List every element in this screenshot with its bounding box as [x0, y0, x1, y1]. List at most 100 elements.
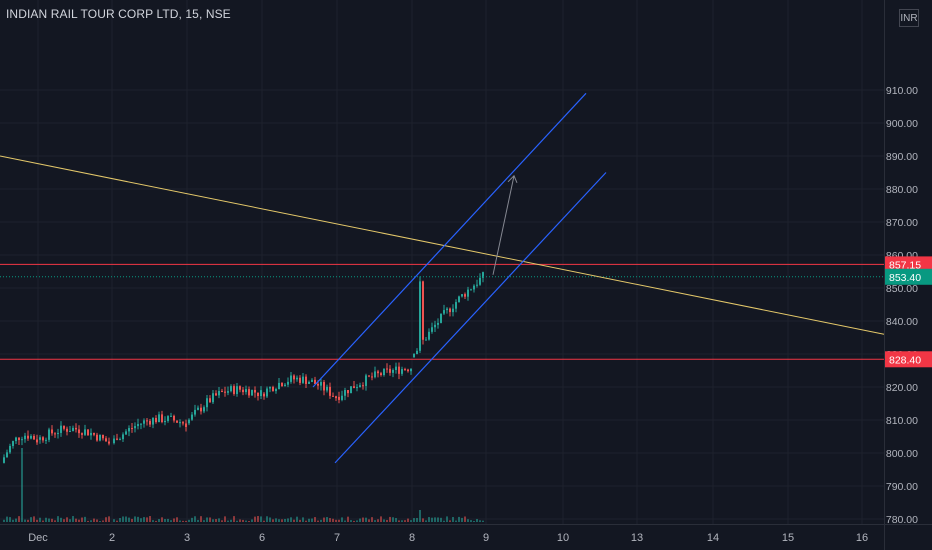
volume-bar: [362, 517, 364, 522]
candle-down: [335, 396, 337, 399]
channel-lower-line: [334, 172, 607, 464]
volume-bar: [75, 518, 77, 522]
candle-up: [275, 389, 277, 392]
volume-bar: [134, 516, 136, 522]
volume-bar: [251, 519, 253, 522]
volume-bar: [36, 519, 38, 522]
candle-up: [302, 376, 304, 383]
candle-up: [90, 432, 92, 436]
projection-arrow-line: [492, 175, 515, 275]
currency-label[interactable]: INR: [899, 9, 919, 27]
price-candles: [3, 271, 484, 464]
volume-bar: [99, 520, 101, 522]
volume-bar: [284, 518, 286, 522]
volume-bar: [54, 520, 56, 522]
volume-bar: [161, 517, 163, 522]
volume-bar: [191, 517, 193, 522]
volume-bar: [45, 517, 47, 522]
candle-up: [39, 437, 41, 440]
candle-down: [329, 386, 331, 396]
volume-bar: [428, 517, 430, 522]
candle-up: [356, 387, 358, 389]
candle-up: [158, 414, 160, 423]
channel-upper-line: [312, 92, 587, 388]
volume-bar: [449, 520, 451, 522]
price-tag: [885, 351, 932, 368]
y-tick-label: 800.00: [886, 448, 918, 460]
volume-bar: [287, 518, 289, 522]
volume-bar: [51, 518, 53, 522]
y-tick-label: 900.00: [886, 118, 918, 130]
candle-up: [473, 285, 475, 290]
volume-bar: [113, 519, 115, 522]
candle-up: [482, 272, 484, 278]
candle-up: [290, 375, 292, 382]
candle-up: [179, 422, 181, 424]
candle-down: [75, 427, 77, 430]
candle-down: [54, 433, 56, 435]
volume-bar: [215, 519, 217, 522]
y-tick-label: 820.00: [886, 382, 918, 394]
candle-up: [260, 390, 262, 397]
volume-bar: [254, 516, 256, 522]
volume-bar: [461, 517, 463, 522]
candle-down: [33, 435, 35, 440]
candle-up: [24, 435, 26, 440]
candle-up: [383, 368, 385, 376]
candle-up: [296, 377, 298, 380]
volume-bar: [218, 518, 220, 522]
candle-up: [188, 419, 190, 424]
volume-bar: [137, 516, 139, 522]
candle-up: [197, 407, 199, 410]
volume-bar: [116, 520, 118, 522]
time-axis[interactable]: Dec 2 3 6 7 8 9 10 13 14 15 16: [28, 532, 868, 544]
candle-down: [368, 375, 370, 377]
volume-bar: [371, 517, 373, 522]
volume-bar: [188, 519, 190, 522]
x-tick-label: 16: [856, 532, 868, 544]
volume-bar: [200, 516, 202, 522]
candle-down: [407, 369, 409, 372]
candle-up: [119, 439, 121, 441]
candle-up: [140, 423, 142, 425]
candle-up: [206, 398, 208, 408]
candle-up: [431, 327, 433, 332]
volume-bar: [419, 510, 421, 522]
x-tick-label: 14: [707, 532, 719, 544]
volume-bar: [221, 520, 223, 522]
chart-drawings: [0, 92, 885, 464]
volume-bar: [473, 520, 475, 522]
candle-down: [221, 390, 223, 392]
volume-bar: [305, 520, 307, 522]
candle-down: [293, 375, 295, 380]
candle-down: [173, 415, 175, 421]
candle-up: [69, 431, 71, 433]
candle-up: [30, 435, 32, 439]
volume-bar: [317, 520, 319, 522]
volume-bar: [173, 518, 175, 522]
volume-bar: [27, 519, 29, 522]
volume-bar: [149, 516, 151, 522]
volume-bar: [314, 517, 316, 522]
volume-bar: [185, 520, 187, 522]
candle-down: [42, 437, 44, 441]
volume-bar: [122, 516, 124, 522]
volume-bar: [308, 518, 310, 522]
candle-up: [308, 381, 310, 384]
y-tick-label: 780.00: [886, 514, 918, 526]
candle-up: [212, 393, 214, 403]
volume-bar: [395, 518, 397, 522]
candle-up: [6, 452, 8, 458]
volume-bar: [269, 517, 271, 522]
candle-up: [341, 395, 343, 400]
volume-bar: [467, 519, 469, 522]
volume-bar: [341, 517, 343, 522]
volume-bar: [158, 519, 160, 522]
price-tag: [885, 256, 932, 273]
y-tick-label: 850.00: [886, 283, 918, 295]
volume-bar: [257, 516, 259, 522]
volume-bar: [66, 517, 68, 522]
volume-bar: [78, 519, 80, 522]
